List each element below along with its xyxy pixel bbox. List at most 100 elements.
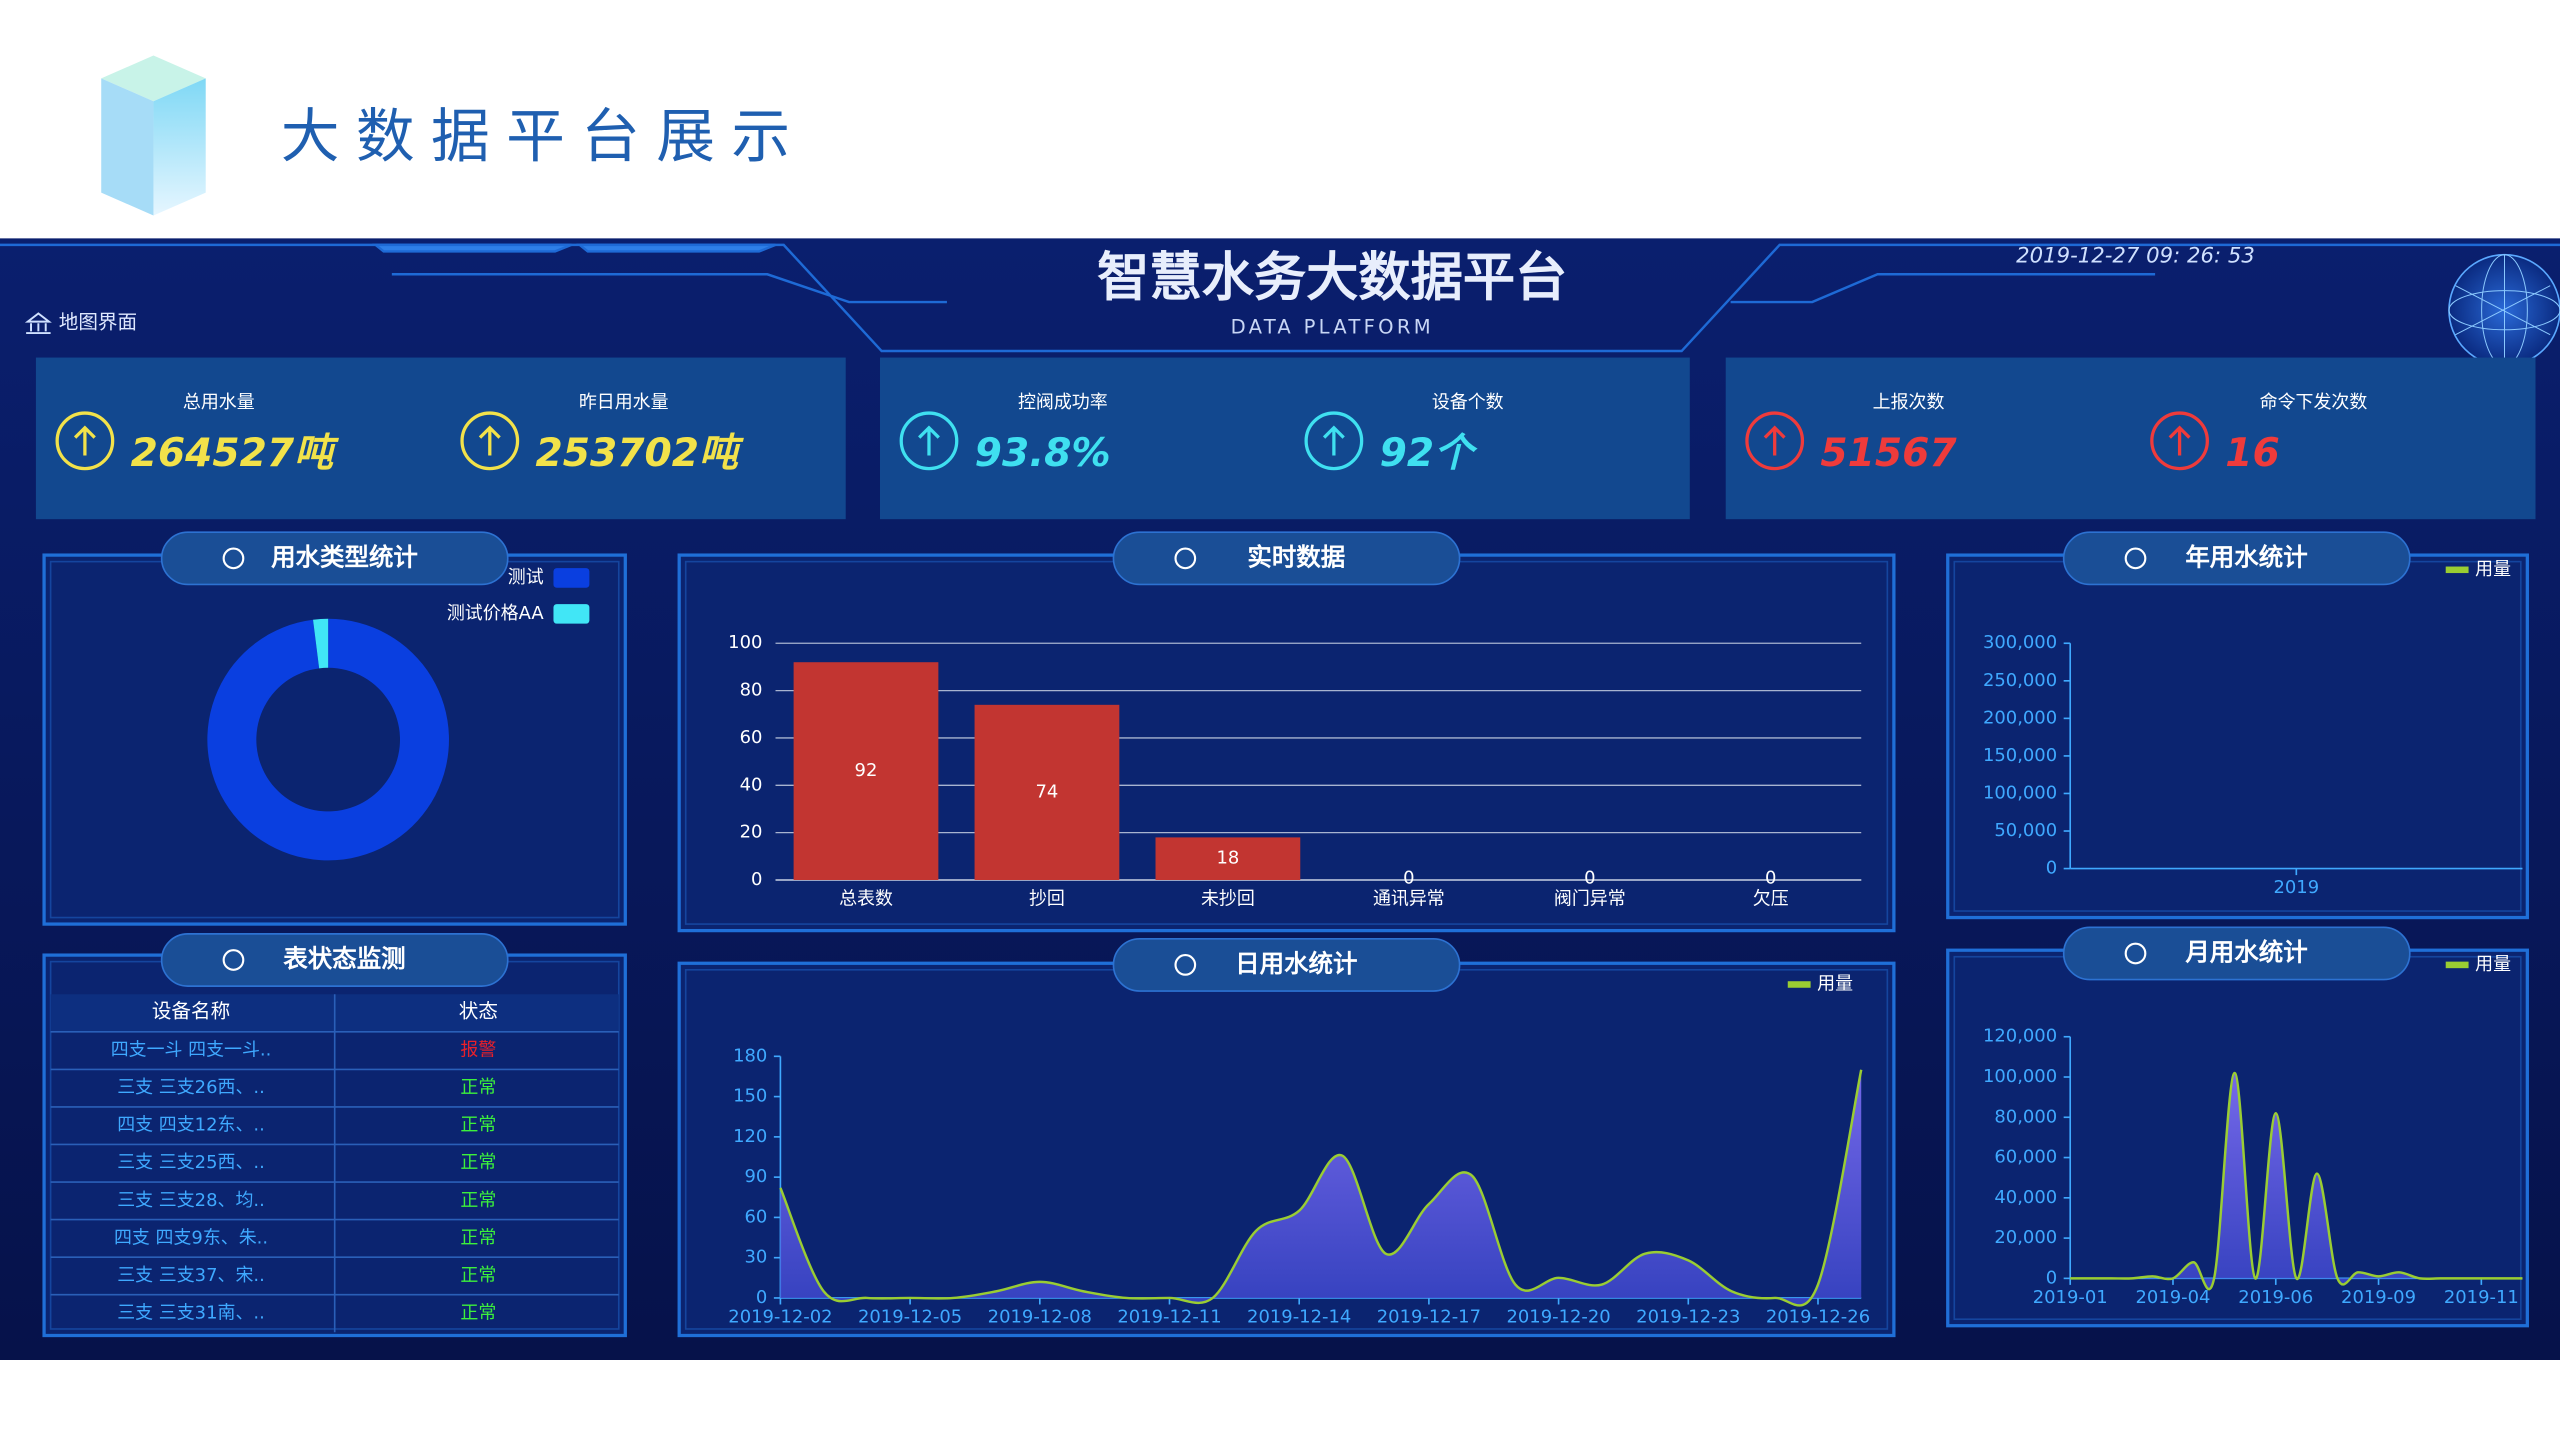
panel-title-bg <box>160 933 509 987</box>
table-status: 正常 <box>460 1077 496 1098</box>
datetime: 2019-12-27 09: 26: 53 <box>2016 243 2255 268</box>
x-tick-label: 未抄回 <box>1201 889 1255 910</box>
y-tick-label: 20 <box>740 822 763 843</box>
kpi-icon <box>899 411 959 471</box>
panel <box>1946 553 2529 920</box>
kpi-label: 控阀成功率 <box>1018 392 1108 413</box>
legend-swatch <box>2445 961 2469 969</box>
kpi-icon-glyph <box>1322 425 1345 456</box>
table-status: 正常 <box>460 1227 496 1248</box>
x-tick-label: 抄回 <box>1029 889 1065 910</box>
panel-title-bg <box>160 531 509 586</box>
y-tick-label: 80 <box>740 680 763 701</box>
y-tick-label: 100,000 <box>1983 782 2057 803</box>
y-tick-label: 30 <box>745 1247 768 1268</box>
kpi-icon <box>55 411 115 471</box>
panel-title-icon <box>222 949 245 971</box>
y-tick-label: 80,000 <box>1994 1106 2057 1127</box>
x-tick-label: 通讯异常 <box>1373 889 1445 910</box>
kpi-label: 设备个数 <box>1432 392 1504 413</box>
logo-cube <box>101 55 206 216</box>
y-tick-label: 200,000 <box>1983 707 2057 728</box>
x-tick-label: 阀门异常 <box>1554 889 1626 910</box>
bar-value-label: 92 <box>855 760 878 781</box>
y-tick-label: 0 <box>2046 1267 2057 1288</box>
x-tick-label: 2019-09 <box>2341 1287 2416 1308</box>
legend-label: 用量 <box>2475 954 2511 975</box>
y-tick-label: 120 <box>733 1126 767 1147</box>
globe-mesh <box>2448 254 2560 367</box>
y-tick-label: 0 <box>751 869 762 890</box>
kpi-box <box>880 357 1690 520</box>
x-tick-label: 2019 <box>2273 877 2319 898</box>
dashboard-title: 智慧水务大数据平台 <box>1097 248 1567 308</box>
panel-title-icon <box>222 547 245 570</box>
table-status: 正常 <box>460 1302 496 1323</box>
x-tick-label: 2019-12-08 <box>988 1307 1092 1328</box>
kpi-icon-glyph <box>918 425 940 456</box>
bar-value-label: 18 <box>1216 848 1239 869</box>
panel-title-icon <box>2124 942 2147 965</box>
y-tick-label: 60 <box>740 727 763 748</box>
table-cell: 三支 三支31南、.. <box>117 1302 265 1323</box>
y-tick-label: 90 <box>745 1166 768 1187</box>
x-tick-label: 2019-12-14 <box>1247 1307 1351 1328</box>
legend-swatch <box>2445 566 2469 574</box>
panel-title: 表状态监测 <box>283 944 405 973</box>
x-tick-label: 2019-11 <box>2444 1287 2519 1308</box>
bar <box>793 662 939 880</box>
panel-title: 日用水统计 <box>1235 949 1357 978</box>
kpi-icon-glyph <box>73 425 96 456</box>
nav-link[interactable]: 地图界面 <box>24 311 137 335</box>
header-decoration <box>0 243 2560 353</box>
panel-title-bg <box>1112 937 1461 992</box>
panel <box>42 553 627 926</box>
kpi-box <box>35 357 846 520</box>
table-header: 状态 <box>459 1000 498 1023</box>
y-tick-label: 120,000 <box>1983 1026 2057 1047</box>
kpi-box <box>1725 357 2536 520</box>
kpi-icon-glyph <box>478 425 501 456</box>
area <box>780 1069 1862 1306</box>
table-status: 正常 <box>460 1115 496 1136</box>
kpi-value: 253702吨 <box>536 431 745 476</box>
kpi-icon <box>2150 411 2209 471</box>
y-tick-label: 40,000 <box>1994 1187 2057 1208</box>
kpi-icon <box>1745 411 1805 471</box>
x-tick-label: 2019-01 <box>2033 1287 2108 1308</box>
page-title: 大数据平台展示 <box>281 102 807 171</box>
y-tick-label: 40 <box>740 774 763 795</box>
kpi-icon <box>460 411 520 471</box>
x-tick-label: 2019-12-26 <box>1766 1307 1870 1328</box>
line <box>779 1069 1863 1307</box>
y-tick-label: 0 <box>756 1287 767 1308</box>
kpi-value: 92个 <box>1380 431 1479 476</box>
x-tick-label: 2019-04 <box>2136 1287 2211 1308</box>
panel-title-bg <box>2062 531 2411 586</box>
pie-slice <box>313 618 329 669</box>
y-tick-label: 300,000 <box>1983 632 2057 653</box>
kpi-icon-glyph <box>1763 425 1786 456</box>
x-tick-label: 欠压 <box>1753 889 1789 910</box>
table-status: 正常 <box>460 1265 496 1286</box>
dashboard-subtitle: DATA PLATFORM <box>1231 316 1434 339</box>
legend-label: 用量 <box>1817 973 1853 994</box>
nav-label[interactable]: 地图界面 <box>59 311 137 334</box>
bar <box>1155 837 1301 880</box>
pie-slice <box>207 618 449 861</box>
bar-value-label: 0 <box>1765 867 1776 888</box>
x-tick-label: 2019-12-23 <box>1636 1307 1740 1328</box>
x-tick-label: 总表数 <box>839 889 893 910</box>
y-tick-label: 100,000 <box>1983 1066 2057 1087</box>
kpi-value: 51567 <box>1820 431 1957 476</box>
x-tick-label: 2019-12-17 <box>1377 1307 1481 1328</box>
kpi-value: 16 <box>2225 431 2280 476</box>
x-tick-label: 2019-12-05 <box>858 1307 962 1328</box>
x-tick-label: 2019-12-02 <box>728 1307 832 1328</box>
table-header: 设备名称 <box>152 1000 230 1023</box>
kpi-icon-glyph <box>2168 425 2191 456</box>
table-status: 正常 <box>460 1152 496 1173</box>
kpi-label: 上报次数 <box>1873 392 1945 413</box>
kpi-label: 命令下发次数 <box>2260 392 2368 413</box>
